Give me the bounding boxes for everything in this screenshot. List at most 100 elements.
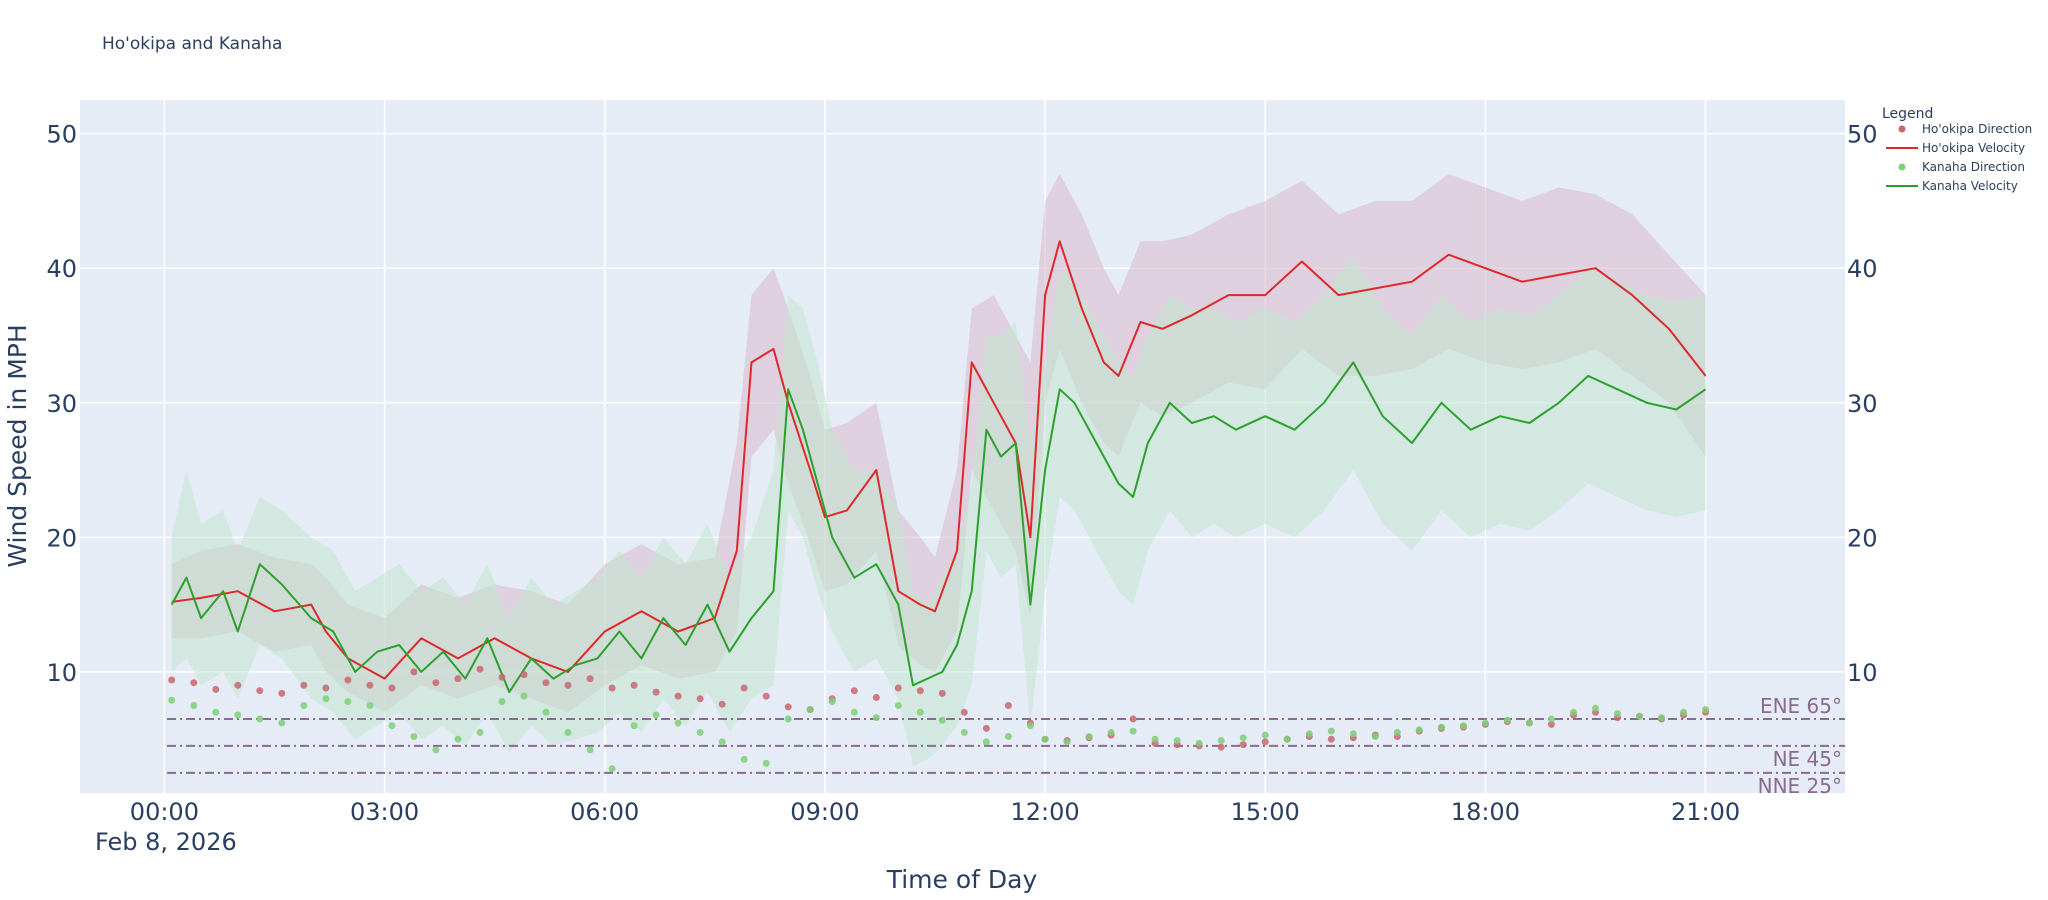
tick-labels: 00:00 03:00 06:00 09:00 12:00 15:00 18:00 21:00… <box>46 121 1877 826</box>
hookipa-direction-point <box>234 681 242 689</box>
hookipa-direction-point <box>762 692 770 700</box>
reference-line-label: NNE 25° <box>1758 774 1842 798</box>
hookipa-direction-point <box>718 700 726 708</box>
hookipa-direction-point <box>1129 715 1137 723</box>
kanaha-direction-point <box>1107 728 1115 736</box>
kanaha-velocity-band <box>171 254 1706 767</box>
confidence-bands <box>171 174 1706 767</box>
legend: Legend Ho'okipa Direction Ho'okipa Veloci… <box>1882 106 2032 193</box>
hookipa-direction-point <box>564 681 572 689</box>
hookipa-direction-point <box>1261 738 1269 746</box>
hookipa-direction-point <box>212 685 220 693</box>
hookipa-direction-point <box>476 665 484 673</box>
kanaha-direction-point <box>168 696 176 704</box>
y-tick-label-right: 30 <box>1847 390 1878 418</box>
kanaha-direction-point <box>1217 737 1225 744</box>
hookipa-direction-point <box>674 692 682 700</box>
x-tick-label: 09:00 <box>790 798 859 826</box>
hookipa-direction-point <box>740 684 748 692</box>
kanaha-direction-point <box>1026 722 1034 730</box>
kanaha-direction-point <box>1327 727 1335 735</box>
x-tick-label: 15:00 <box>1231 798 1300 826</box>
kanaha-direction-point <box>784 715 792 723</box>
hookipa-direction-point <box>1004 702 1012 709</box>
kanaha-direction-point <box>1195 739 1203 747</box>
kanaha-direction-point <box>454 735 462 743</box>
hookipa-direction-point <box>498 673 506 681</box>
kanaha-direction-point <box>982 738 990 746</box>
kanaha-direction-point <box>1173 737 1181 744</box>
legend-entry: Kanaha Velocity <box>1922 179 2018 193</box>
kanaha-direction-point <box>366 702 374 709</box>
y-tick-label-right: 10 <box>1847 659 1878 687</box>
legend-marker <box>1898 163 1906 171</box>
y-axis-title: Wind Speed in MPH <box>3 324 32 567</box>
hookipa-direction-point <box>960 708 968 716</box>
legend-marker <box>1898 125 1906 133</box>
hookipa-direction-point <box>454 675 462 683</box>
kanaha-direction-point <box>564 728 572 736</box>
reference-line-label: NE 45° <box>1773 747 1842 771</box>
hookipa-direction-point <box>1239 741 1247 749</box>
hookipa-direction-point <box>322 684 330 692</box>
x-tick-label: 18:00 <box>1451 798 1520 826</box>
kanaha-direction-point <box>652 711 660 719</box>
y-tick-label-right: 50 <box>1847 121 1878 149</box>
hookipa-direction-point <box>784 703 792 711</box>
hookipa-direction-point <box>410 668 418 676</box>
kanaha-direction-point <box>916 708 924 716</box>
hookipa-direction-point <box>1217 743 1225 751</box>
kanaha-direction-point <box>542 708 550 716</box>
chart-title: Ho'okipa and Kanaha <box>102 34 282 54</box>
hookipa-direction-point <box>1547 720 1555 728</box>
kanaha-direction-point <box>190 702 198 709</box>
kanaha-direction-point <box>630 722 638 730</box>
kanaha-direction-point <box>1658 714 1665 722</box>
y-tick-label-right: 40 <box>1847 255 1878 283</box>
hookipa-direction-point <box>168 676 176 684</box>
hookipa-direction-point <box>278 689 286 697</box>
kanaha-direction-point <box>938 716 946 724</box>
direction-reference-lines: ENE 65° NE 45° NNE 25° <box>167 694 1845 798</box>
y-tick-label-left: 50 <box>46 121 77 149</box>
kanaha-direction-point <box>718 738 726 746</box>
hookipa-direction-point <box>630 681 638 689</box>
legend-entry: Ho'okipa Direction <box>1922 122 2032 136</box>
kanaha-direction-point <box>322 695 330 703</box>
legend-entry: Kanaha Direction <box>1922 160 2025 174</box>
kanaha-direction-point <box>608 765 616 773</box>
kanaha-direction-point <box>234 711 242 719</box>
hookipa-direction-point <box>850 687 858 695</box>
kanaha-direction-point <box>300 702 308 709</box>
kanaha-direction-point <box>1283 735 1291 743</box>
kanaha-direction-point <box>1415 726 1423 734</box>
kanaha-direction-point <box>1041 735 1049 743</box>
kanaha-direction-point <box>1570 708 1577 716</box>
kanaha-direction-point <box>674 719 682 727</box>
hookipa-direction-point <box>432 679 440 687</box>
kanaha-direction-point <box>1261 731 1269 739</box>
kanaha-direction-point <box>432 746 440 754</box>
y-tick-label-right: 20 <box>1847 524 1878 552</box>
reference-line-label: ENE 65° <box>1760 694 1842 718</box>
x-axis-title: Time of Day <box>886 865 1038 894</box>
y-tick-label-left: 20 <box>46 524 77 552</box>
kanaha-direction-point <box>410 733 418 740</box>
kanaha-direction-point <box>1525 719 1533 727</box>
hookipa-direction-point <box>894 684 902 692</box>
hookipa-direction-point <box>388 684 396 692</box>
hookipa-direction-point <box>938 689 946 697</box>
kanaha-velocity-line <box>170 361 1707 694</box>
kanaha-direction-point <box>1239 734 1247 742</box>
kanaha-direction-point <box>828 698 836 705</box>
x-tick-label: 00:00 <box>130 798 199 826</box>
kanaha-direction-point <box>520 692 528 700</box>
x-tick-label: 06:00 <box>570 798 639 826</box>
kanaha-direction-point <box>762 759 770 767</box>
hookipa-direction-point <box>542 679 550 687</box>
kanaha-direction-point <box>1702 706 1710 714</box>
kanaha-direction-point <box>344 698 352 705</box>
kanaha-direction-point <box>1592 704 1599 712</box>
hookipa-direction-point <box>366 681 374 689</box>
kanaha-direction-point <box>1481 719 1489 727</box>
